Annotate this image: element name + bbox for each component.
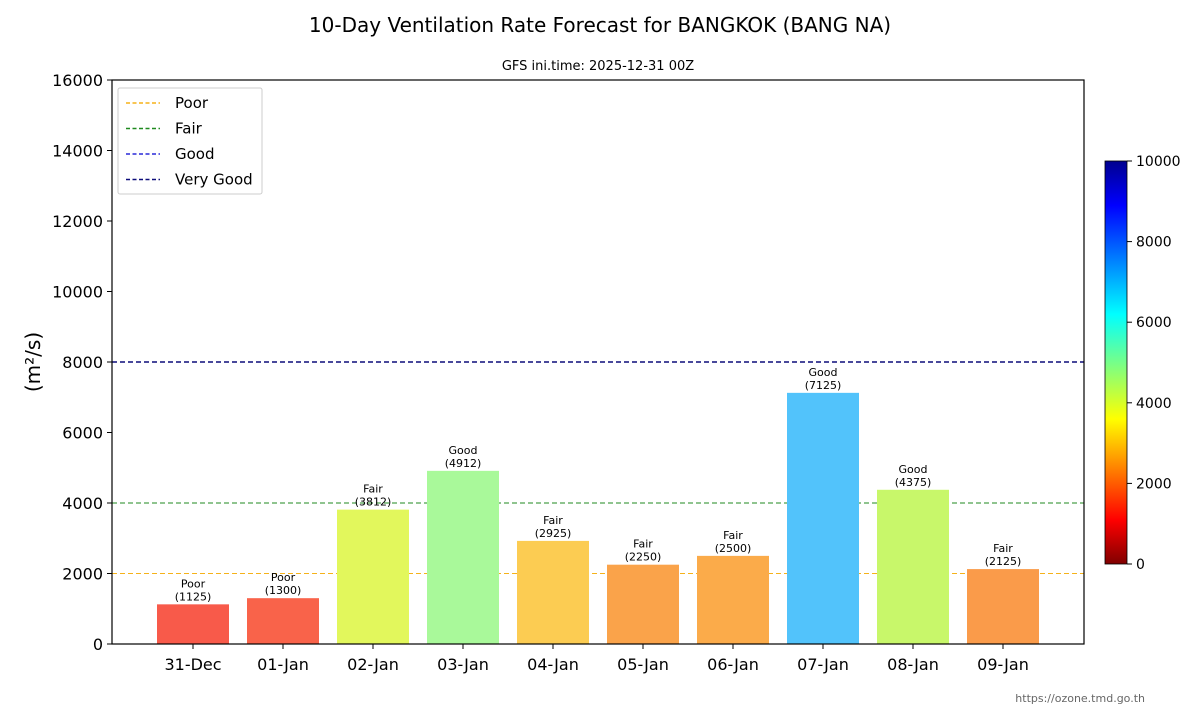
bar-quality-label: Good (809, 366, 838, 379)
x-tick-label: 04-Jan (527, 655, 579, 674)
y-tick-label: 4000 (62, 494, 103, 513)
bar-06-Jan (697, 555, 769, 644)
source-credit: https://ozone.tmd.go.th (1015, 692, 1145, 705)
legend-entry-label: Fair (175, 120, 203, 138)
bar-04-Jan (517, 540, 589, 644)
bar-07-Jan (787, 392, 859, 644)
bar-quality-label: Fair (633, 538, 653, 551)
bar-05-Jan (607, 564, 679, 644)
bar-09-Jan (967, 569, 1039, 644)
bar-value-label: (2500) (715, 542, 752, 555)
bar-quality-label: Fair (723, 529, 743, 542)
y-tick-label: 8000 (62, 353, 103, 372)
bar-01-Jan (247, 598, 319, 644)
bar-value-label: (2125) (985, 555, 1022, 568)
bar-value-label: (1300) (265, 584, 302, 597)
x-tick-label: 01-Jan (257, 655, 309, 674)
x-tick-label: 03-Jan (437, 655, 489, 674)
colorbar-tick-label: 8000 (1136, 235, 1172, 251)
bar-quality-label: Fair (363, 483, 383, 496)
chart-title: 10-Day Ventilation Rate Forecast for BAN… (309, 13, 891, 37)
x-tick-label: 02-Jan (347, 655, 399, 674)
bar-03-Jan (427, 470, 499, 644)
y-tick-label: 6000 (62, 424, 103, 443)
legend-entry-label: Very Good (175, 171, 253, 189)
colorbar-tick-label: 6000 (1136, 315, 1172, 331)
bar-value-label: (7125) (805, 379, 842, 392)
chart-subtitle: GFS ini.time: 2025-12-31 00Z (502, 59, 694, 74)
y-tick-label: 10000 (52, 283, 103, 302)
bar-value-label: (2250) (625, 551, 662, 564)
legend-entry-label: Poor (175, 94, 209, 112)
bar-value-label: (2925) (535, 527, 572, 540)
y-axis: 0 2000 4000 6000 8000 10000 12000 14000 16000 (52, 71, 112, 654)
bar-quality-label: Good (449, 444, 478, 457)
x-tick-label: 06-Jan (707, 655, 759, 674)
y-tick-label: 12000 (52, 212, 103, 231)
y-axis-label: (m²/s) (21, 332, 45, 392)
bar-quality-label: Fair (993, 542, 1013, 555)
bar-quality-label: Good (899, 463, 928, 476)
colorbar-gradient (1104, 160, 1128, 565)
colorbar: 0 2000 4000 6000 8000 10000 (1104, 154, 1181, 573)
bar-quality-label: Poor (181, 577, 206, 590)
colorbar-tick-label: 4000 (1136, 396, 1172, 412)
x-tick-label: 09-Jan (977, 655, 1029, 674)
bar-31-Dec (157, 604, 229, 644)
x-tick-label: 08-Jan (887, 655, 939, 674)
bars-group: Poor(1125)Poor(1300)Fair(3812)Good(4912)… (157, 366, 1039, 644)
bar-quality-label: Poor (271, 571, 296, 584)
x-tick-label: 07-Jan (797, 655, 849, 674)
x-axis: 31-Dec 01-Jan 02-Jan 03-Jan 04-Jan 05-Jan 06-J… (164, 644, 1029, 674)
bar-quality-label: Fair (543, 514, 563, 527)
y-tick-label: 14000 (52, 142, 103, 161)
legend-entry-label: Good (175, 145, 215, 163)
colorbar-tick-label: 0 (1136, 557, 1145, 573)
bar-value-label: (1125) (175, 590, 212, 603)
y-tick-label: 2000 (62, 565, 103, 584)
bar-08-Jan (877, 489, 949, 644)
colorbar-tick-label: 10000 (1136, 154, 1181, 170)
x-tick-label: 31-Dec (164, 655, 221, 674)
legend-box (117, 87, 263, 195)
x-tick-label: 05-Jan (617, 655, 669, 674)
legend: Poor Fair Good Very Good (117, 87, 263, 195)
y-tick-label: 0 (93, 635, 103, 654)
bar-value-label: (4912) (445, 457, 482, 470)
bar-02-Jan (337, 509, 409, 644)
colorbar-tick-label: 2000 (1136, 476, 1172, 492)
y-tick-label: 16000 (52, 71, 103, 90)
bar-value-label: (3812) (355, 496, 392, 509)
bar-value-label: (4375) (895, 476, 932, 489)
